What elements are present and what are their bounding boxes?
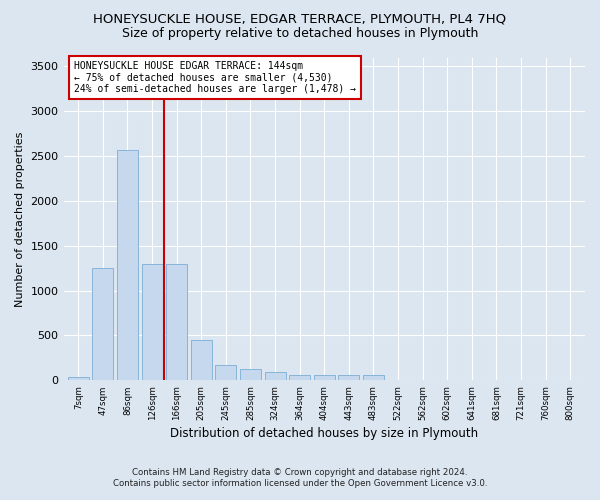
- Text: HONEYSUCKLE HOUSE EDGAR TERRACE: 144sqm
← 75% of detached houses are smaller (4,: HONEYSUCKLE HOUSE EDGAR TERRACE: 144sqm …: [74, 60, 356, 94]
- Bar: [117, 150, 138, 380]
- Bar: [265, 372, 286, 380]
- Bar: [289, 375, 310, 380]
- Bar: [166, 264, 187, 380]
- Text: Contains HM Land Registry data © Crown copyright and database right 2024.
Contai: Contains HM Land Registry data © Crown c…: [113, 468, 487, 487]
- X-axis label: Distribution of detached houses by size in Plymouth: Distribution of detached houses by size …: [170, 427, 478, 440]
- Bar: [191, 340, 212, 380]
- Bar: [338, 376, 359, 380]
- Text: HONEYSUCKLE HOUSE, EDGAR TERRACE, PLYMOUTH, PL4 7HQ: HONEYSUCKLE HOUSE, EDGAR TERRACE, PLYMOU…: [94, 12, 506, 26]
- Y-axis label: Number of detached properties: Number of detached properties: [15, 131, 25, 306]
- Bar: [240, 368, 261, 380]
- Bar: [142, 264, 163, 380]
- Bar: [92, 268, 113, 380]
- Text: Size of property relative to detached houses in Plymouth: Size of property relative to detached ho…: [122, 28, 478, 40]
- Bar: [215, 364, 236, 380]
- Bar: [363, 376, 384, 380]
- Bar: [68, 376, 89, 380]
- Bar: [314, 376, 335, 380]
